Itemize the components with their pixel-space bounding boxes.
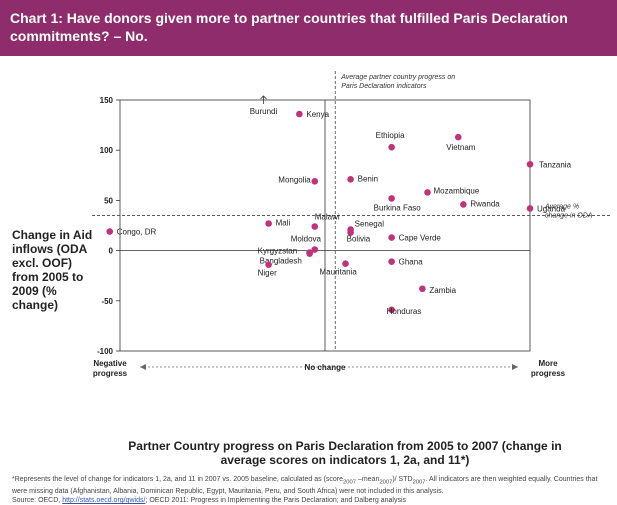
data-point (388, 306, 395, 314)
data-point-label: Bolivia (347, 235, 371, 244)
y-tick-label: 0 (109, 247, 114, 256)
data-point-label: Mongolia (278, 175, 311, 184)
data-point-label: Malawi (315, 213, 340, 222)
data-point-label: Benin (358, 174, 378, 183)
x-annotation-right: More (538, 359, 558, 368)
data-point-label: Congo, DR (117, 228, 157, 237)
footnote-sub: 2007 (412, 479, 426, 486)
y-tick-label: 100 (100, 146, 114, 155)
data-point (526, 205, 534, 212)
data-point (388, 195, 395, 202)
data-point-label: Cape Verde (399, 234, 442, 243)
data-point-label: Vietnam (446, 143, 476, 152)
average-progress-label-line2: Paris Declaration indicators (341, 83, 427, 90)
arrow-left-icon (140, 364, 146, 370)
data-point-label: Senegal (355, 220, 385, 229)
data-point (265, 261, 272, 268)
data-point-label: Burkina Faso (374, 203, 422, 212)
source-suffix: ; OECD 2011: Progress in Implementing th… (145, 497, 407, 505)
data-point (296, 110, 303, 118)
data-point-label: Zambia (429, 286, 456, 295)
x-annotation-center: No change (305, 363, 346, 372)
data-point-label: Mauritania (320, 268, 358, 277)
data-point-label: Kyrgyzstan (258, 247, 298, 256)
y-tick-label: -100 (97, 347, 114, 356)
data-point (388, 234, 395, 241)
data-point-label: Uganda (537, 204, 566, 213)
data-point-label: Mozambique (434, 186, 480, 195)
data-point (460, 201, 467, 208)
data-point (388, 258, 395, 265)
data-point-label: Ethiopia (376, 131, 405, 140)
data-point-label: Moldova (291, 235, 322, 244)
arrow-right-icon (512, 364, 518, 370)
data-point (311, 246, 319, 253)
footnote-text: )/ STD (392, 476, 413, 483)
data-point-label: Burundi (250, 107, 278, 116)
average-progress-label: Average partner country progress on (340, 74, 455, 81)
data-point (424, 189, 431, 196)
data-point (454, 133, 462, 141)
data-point (388, 143, 395, 151)
y-tick-label: 150 (100, 96, 114, 105)
footnote-text: –mean (356, 476, 380, 483)
y-tick-label: -50 (101, 297, 113, 306)
data-point (106, 228, 114, 235)
scatter-chart: 150 100 50 0 -50 -100 Average partner country … (92, 71, 612, 378)
footnote-text: *Represents the level of change for indi… (12, 476, 344, 483)
data-point (265, 220, 272, 227)
data-point-label: Bangladesh (260, 257, 302, 266)
data-point (342, 260, 349, 267)
source-link[interactable]: http://stats.oecd.org/qwids/ (62, 497, 146, 505)
data-point-label: Honduras (387, 307, 422, 316)
footnote-sub: 2007 (343, 479, 356, 486)
data-point (347, 176, 354, 183)
data-point (347, 229, 354, 236)
x-annotation-left-line2: progress (93, 369, 128, 378)
source-prefix: Source: OECD, (12, 497, 63, 505)
average-oda-label-line2: change in ODA (545, 212, 593, 219)
footnote-sub: 2007 (379, 479, 393, 486)
data-point-label: Rwanda (470, 199, 500, 208)
data-point-label: Kenya (306, 110, 329, 119)
data-point (311, 223, 319, 230)
footnote: *Represents the level of change for indi… (12, 475, 607, 505)
data-point (526, 160, 534, 168)
off-scale-arrow-icon (260, 95, 267, 104)
y-tick-label: 50 (104, 196, 113, 205)
chart-panel: 150 100 50 0 -50 -100 Average partner country … (0, 56, 617, 504)
data-point (311, 178, 319, 185)
x-annotation-right-line2: progress (531, 369, 566, 378)
y-axis-label: Change in Aid inflows (ODA excl. OOF) fr… (12, 228, 93, 312)
chart-title: Chart 1: Have donors given more to partn… (10, 10, 568, 44)
data-point (419, 285, 426, 293)
average-oda-label: Average % (544, 203, 579, 210)
x-axis-label: Partner Country progress on Paris Declar… (128, 439, 562, 467)
data-point-label: Ghana (399, 258, 424, 267)
data-point (306, 250, 313, 257)
data-point-label: Niger (258, 269, 277, 278)
data-point-label: Mali (276, 218, 291, 227)
data-point-label: Tanzania (539, 160, 572, 169)
x-annotation-left: Negative (93, 359, 127, 368)
